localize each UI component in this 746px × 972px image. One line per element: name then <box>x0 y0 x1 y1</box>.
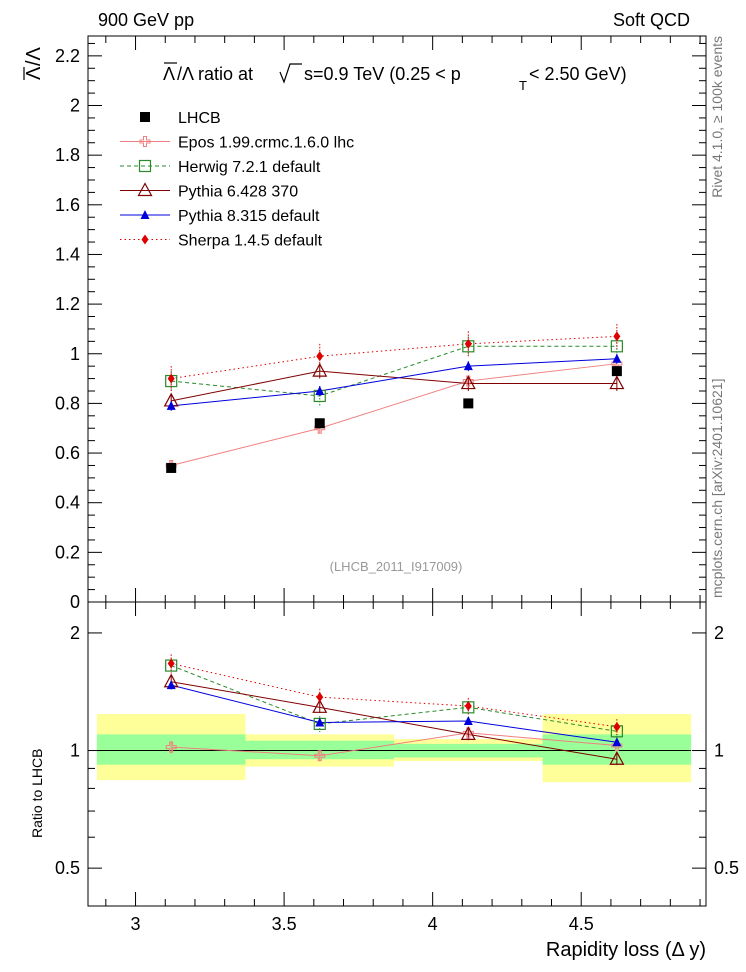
legend-marker <box>139 136 151 147</box>
series-point <box>312 362 328 377</box>
y-tick-label-bottom-left: 0.5 <box>55 858 80 878</box>
y-tick-label-bottom-left: 2 <box>70 623 80 643</box>
ratio-point <box>314 750 326 762</box>
ratio-point <box>312 699 328 713</box>
y-axis-label-bottom: Ratio to LHCB <box>29 749 45 838</box>
ratio-point <box>316 692 324 703</box>
y-tick-label-bottom-right: 2 <box>714 623 724 643</box>
header-right-label: Soft QCD <box>613 10 690 30</box>
series-line-1 <box>171 345 617 397</box>
series-point <box>613 331 621 342</box>
side-mcplots-label: mcplots.cern.ch [arXiv:2401.10621] <box>709 379 725 598</box>
analysis-watermark: (LHCB_2011_I917009) <box>330 559 463 574</box>
y-tick-label-top: 0.4 <box>55 493 80 513</box>
ratio-point <box>460 726 476 740</box>
ratio-series-line-0 <box>171 732 617 757</box>
y-axis-label-top: Λ /Λ <box>23 46 45 80</box>
y-tick-label-bottom-left: 1 <box>70 741 80 761</box>
series-point <box>460 375 476 390</box>
ylabel-top-part-a: Λ <box>23 66 45 80</box>
legend-label: Herwig 7.2.1 default <box>178 159 321 176</box>
legend-marker <box>138 159 152 173</box>
ratio-series-line-2 <box>171 681 617 760</box>
y-tick-label-bottom-right: 1 <box>714 741 724 761</box>
x-tick-label: 4 <box>428 914 438 934</box>
bottom-panel-frame <box>87 601 707 907</box>
y-tick-label-top: 1.4 <box>55 244 80 264</box>
side-rivet-label: Rivet 4.1.0, ≥ 100k events <box>709 36 725 198</box>
legend-marker <box>141 234 149 245</box>
title-part-b: /Λ ratio at <box>177 64 253 84</box>
series-line-2 <box>171 370 617 402</box>
ratio-point <box>612 737 622 747</box>
data-point <box>314 418 325 429</box>
series-point <box>166 400 176 410</box>
y-tick-label-top: 0.2 <box>55 542 80 562</box>
legend-label: Epos 1.99.crmc.1.6.0 lhc <box>178 135 354 152</box>
series-point <box>167 373 175 384</box>
x-tick-label: 3.5 <box>272 914 297 934</box>
y-tick-label-top: 2.2 <box>55 46 80 66</box>
legend-marker-data <box>140 112 150 122</box>
top-series-layer <box>163 323 625 473</box>
chart-title: Λ /Λ ratio at s=0.9 TeV (0.25 < p T < 2.… <box>163 62 627 93</box>
x-tick-label: 3 <box>131 914 141 934</box>
y-tick-label-top: 1.6 <box>55 195 80 215</box>
series-point <box>464 338 472 349</box>
legend-label: Pythia 8.315 default <box>178 208 320 225</box>
y-tick-label-bottom-right: 0.5 <box>714 858 739 878</box>
series-point <box>315 385 325 395</box>
x-tick-label: 4.5 <box>569 914 594 934</box>
y-tick-label-top: 1.2 <box>55 294 80 314</box>
legend-label: Sherpa 1.4.5 default <box>178 233 323 250</box>
data-point <box>611 366 622 377</box>
legend: LHCB Epos 1.99.crmc.1.6.0 lhc Herwig 7.2.1… <box>120 110 354 250</box>
legend-marker <box>140 210 150 219</box>
y-tick-label-top: 2 <box>70 96 80 116</box>
data-point <box>166 462 177 473</box>
title-part-c: s=0.9 TeV (0.25 < p <box>304 64 461 84</box>
y-tick-label-top: 1 <box>70 344 80 364</box>
title-part-e: < 2.50 GeV) <box>529 64 627 84</box>
x-axis-label: Rapidity loss (Δ y) <box>546 939 706 961</box>
ratio-point <box>315 717 325 727</box>
y-tick-label-top: 0.6 <box>55 443 80 463</box>
ratio-series-line-3 <box>171 684 617 743</box>
ylabel-top-part-b: /Λ <box>23 46 45 66</box>
ratio-point <box>464 701 472 712</box>
ratio-point <box>463 716 473 726</box>
series-line-4 <box>171 335 617 380</box>
y-tick-label-top: 0 <box>70 592 80 612</box>
title-sqrt-symbol <box>279 63 302 84</box>
y-tick-label-top: 1.8 <box>55 145 80 165</box>
data-point <box>463 398 474 409</box>
series-line-3 <box>171 358 617 407</box>
y-tick-label-top: 0.8 <box>55 393 80 413</box>
ratio-band-inner <box>245 740 395 760</box>
ratio-point <box>165 741 177 753</box>
legend-label: Pythia 6.428 370 <box>178 184 298 201</box>
legend-label-data: LHCB <box>178 110 221 127</box>
ratio-point <box>609 750 625 765</box>
series-point <box>316 351 324 362</box>
legend-marker <box>137 182 153 197</box>
bottom-series-layer <box>163 654 625 766</box>
title-part-d: T <box>519 78 527 93</box>
series-point <box>463 361 473 371</box>
series-line-0 <box>171 363 617 466</box>
ratio-point <box>613 721 621 732</box>
header-left-label: 900 GeV pp <box>98 10 194 30</box>
ratio-point <box>167 658 175 669</box>
ratio-point <box>166 680 176 690</box>
series-point <box>612 353 622 363</box>
axes-layer: 3 3.5 4 4.5 0 0.2 0.4 0.6 0.8 1 1.2 1.4 1.6 1.8 2 2.2 0.… <box>55 35 739 934</box>
series-point <box>609 375 625 390</box>
title-part-a: Λ <box>163 64 175 84</box>
